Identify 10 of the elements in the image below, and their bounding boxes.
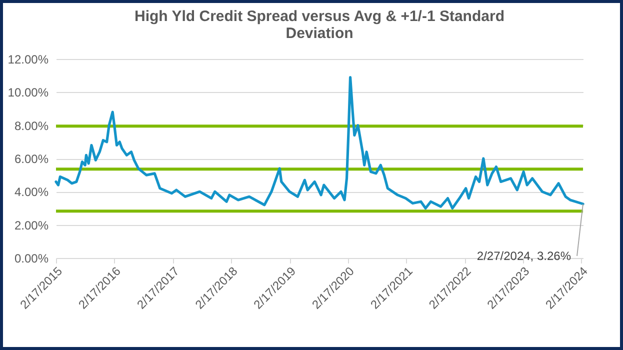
annotation: 2/27/2024, 3.26% <box>476 248 572 263</box>
y-tick-label: 4.00% <box>14 185 49 200</box>
y-tick-label: 8.00% <box>14 118 49 133</box>
y-tick-label: 10.00% <box>8 86 49 100</box>
chart-title: High Yld Credit Spread versus Avg & +1/-1 Standard Deviation <box>134 8 504 42</box>
y-tick-label: 2.00% <box>14 218 49 232</box>
y-tick-label: 12.00% <box>8 52 49 66</box>
y-tick-label: 0.00% <box>14 252 49 266</box>
line-series <box>54 76 584 210</box>
y-tick-label: 6.00% <box>14 152 49 166</box>
